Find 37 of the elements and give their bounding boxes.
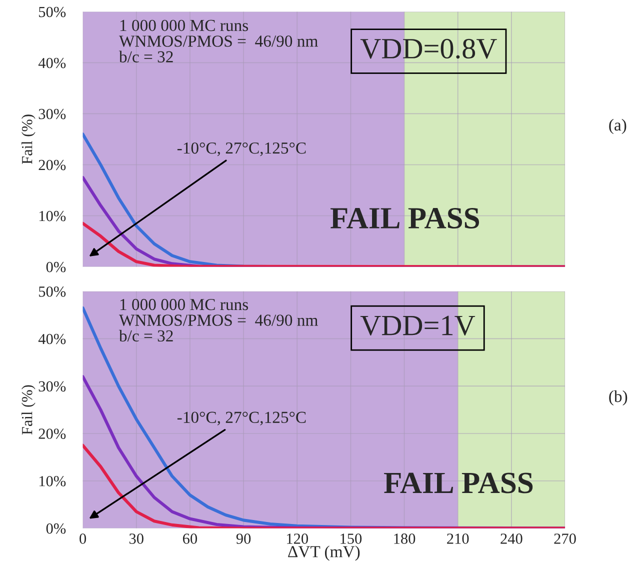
band-label: PASS xyxy=(462,472,533,494)
text: (a) xyxy=(609,118,626,134)
annotation: -10°C, 27°C,125°C xyxy=(177,142,306,156)
annotation: 1 000 000 MC runs WNMOS/PMOS = 46/90 nm b/c = 32 xyxy=(118,20,318,62)
x-tick-label: 240 xyxy=(500,534,522,544)
annotation: VDD=0.8V xyxy=(360,38,497,59)
y-tick-label: 10% xyxy=(39,210,66,222)
y-tick-label: 50% xyxy=(39,6,66,18)
x-axis-title: ΔVT (mV) xyxy=(288,546,360,561)
y-tick-label: 40% xyxy=(38,58,66,68)
annotation: VDD=1V xyxy=(360,316,476,336)
x-tick-label: 150 xyxy=(340,534,362,544)
x-tick-label: 270 xyxy=(554,534,576,544)
x-tick-label: 210 xyxy=(447,534,469,544)
y-axis-title: Fail (%) xyxy=(22,385,36,435)
y-tick-label: 30% xyxy=(38,108,66,120)
text: (b) xyxy=(609,390,628,406)
y-axis-title: Fail (%) xyxy=(22,114,36,164)
y-tick-label: 50% xyxy=(39,286,66,297)
x-tick-label: 90 xyxy=(236,534,251,544)
x-tick-label: 120 xyxy=(287,534,308,544)
band-label: PASS xyxy=(408,208,480,228)
y-tick-label: 20% xyxy=(38,428,66,439)
y-tick-label: 10% xyxy=(39,476,66,486)
x-tick-label: 180 xyxy=(394,534,416,544)
y-tick-label: 30% xyxy=(38,381,66,392)
band-label: FAIL xyxy=(384,472,454,493)
annotation: 1 000 000 MC runs WNMOS/PMOS = 46/90 nm b/c = 32 xyxy=(118,298,318,342)
x-tick-label: 30 xyxy=(129,534,144,544)
y-tick-label: 40% xyxy=(38,334,66,344)
y-tick-label: 20% xyxy=(38,160,66,170)
x-tick-label: 0 xyxy=(80,534,86,544)
y-tick-label: 0% xyxy=(46,523,66,534)
x-tick-label: 60 xyxy=(182,534,198,544)
y-tick-label: 0% xyxy=(46,262,66,272)
annotation: -10°C, 27°C,125°C xyxy=(177,412,306,426)
band-label: FAIL xyxy=(330,208,400,228)
